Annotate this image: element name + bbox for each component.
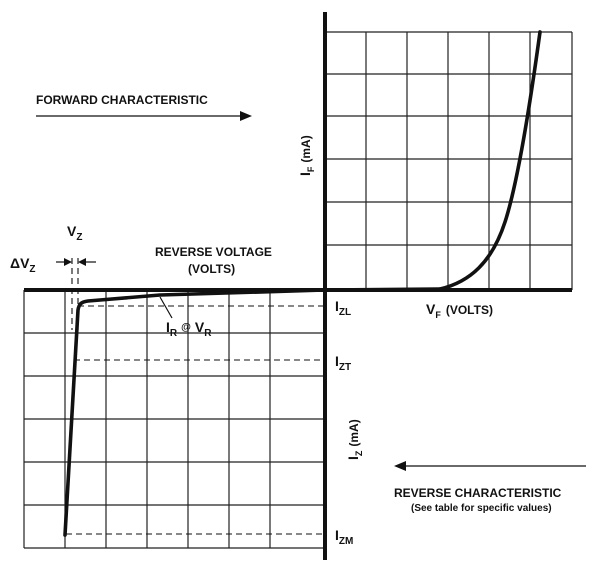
iz-axis-label: IZ(mA) <box>345 419 364 460</box>
ir-leader-line <box>159 296 173 319</box>
forward-grid <box>325 31 573 290</box>
izl-label: IZL <box>335 298 351 318</box>
delta-vz-label: ΔVZ <box>10 255 36 275</box>
izt-label: IZT <box>335 353 351 373</box>
delta-vz-arrows <box>56 258 96 266</box>
vz-label: VZ <box>67 223 82 243</box>
vf-axis-label: VF (VOLTS) <box>426 301 493 320</box>
reverse-characteristic-note: (See table for specific values) <box>411 503 552 514</box>
reverse-curve <box>63 287 442 537</box>
forward-characteristic-label: FORWARD CHARACTERISTIC <box>36 93 208 107</box>
reverse-grid <box>23 290 325 549</box>
if-axis-label: IF(mA) <box>297 135 316 176</box>
reverse-arrow <box>394 461 586 471</box>
forward-curve <box>438 30 542 291</box>
forward-arrow <box>36 111 252 121</box>
izm-label: IZM <box>335 527 353 547</box>
reverse-voltage-label: REVERSE VOLTAGE <box>155 245 272 259</box>
svg-text:IZ(mA): IZ(mA) <box>345 419 364 460</box>
svg-text:IF(mA): IF(mA) <box>297 135 316 176</box>
reverse-voltage-unit: (VOLTS) <box>188 262 235 276</box>
reverse-characteristic-label: REVERSE CHARACTERISTIC <box>394 486 562 500</box>
ir-at-vr-label: IR@ VR <box>166 319 212 339</box>
